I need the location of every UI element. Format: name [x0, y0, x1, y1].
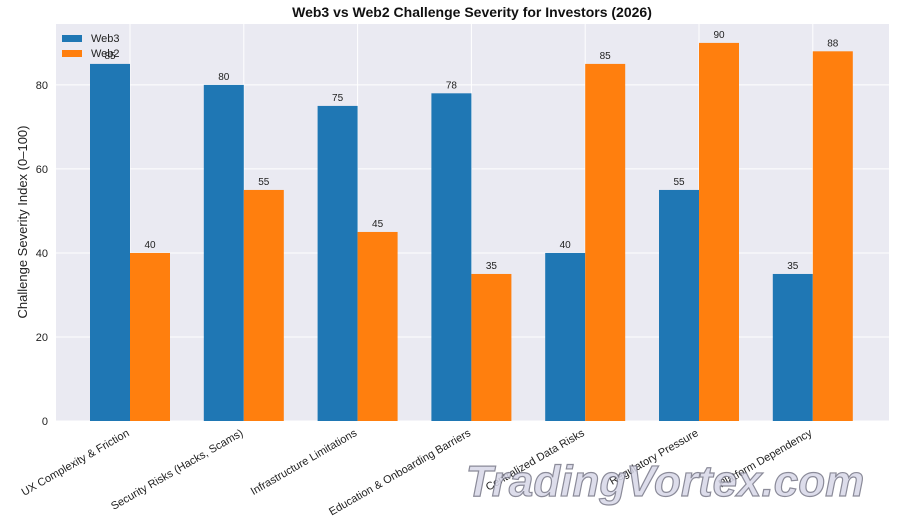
legend-swatch-web3	[62, 35, 82, 42]
bar-web3	[545, 252, 586, 421]
x-tick-label: UX Complexity & Friction	[20, 427, 132, 499]
bar-web3	[317, 105, 358, 422]
data-label: 45	[372, 219, 384, 230]
data-label: 88	[827, 38, 839, 49]
x-tick-label: Security Risks (Hacks, Scams)	[109, 427, 245, 513]
bar-web3	[659, 189, 699, 421]
bar-web2	[243, 189, 284, 421]
data-label: 78	[446, 80, 458, 91]
y-tick-label: 20	[36, 332, 48, 344]
data-label: 85	[600, 51, 612, 62]
data-label: 55	[673, 177, 685, 188]
data-label: 35	[787, 261, 799, 272]
y-tick-label: 60	[36, 164, 48, 176]
data-label: 80	[218, 72, 230, 83]
legend-label: Web2	[91, 48, 120, 60]
legend: Web3 Web2	[62, 33, 120, 60]
data-label: 55	[258, 177, 270, 188]
bars	[90, 42, 853, 422]
chart-title: Web3 vs Web2 Challenge Severity for Inve…	[292, 4, 652, 20]
data-label: 40	[144, 240, 156, 251]
data-label: 90	[713, 30, 725, 41]
bar-web3	[772, 273, 813, 421]
data-label: 85	[104, 51, 116, 62]
bar-web2	[812, 51, 853, 421]
bar-web2	[699, 42, 739, 422]
bar-web3	[431, 93, 472, 422]
data-labels: 85 80 75 78 40 55 35 40 55 45 35 85 90 88	[104, 30, 838, 272]
bar-web3	[90, 63, 130, 421]
y-tick-label: 80	[36, 80, 48, 92]
data-label: 35	[486, 261, 498, 272]
data-label: 40	[560, 240, 572, 251]
bar-web3	[203, 84, 244, 421]
y-tick-label: 40	[36, 248, 48, 260]
watermark: TradingVortex.com	[466, 457, 865, 506]
bar-web2	[357, 231, 398, 421]
x-tick-label: Infrastructure Limitations	[249, 427, 360, 498]
bar-web2	[471, 273, 512, 421]
bar-web2	[585, 63, 626, 421]
legend-swatch-web2	[62, 50, 82, 57]
data-label: 75	[332, 93, 344, 104]
y-tick-label: 0	[42, 416, 48, 428]
y-axis-ticks: 0 20 40 60 80	[36, 80, 48, 428]
legend-label: Web3	[91, 33, 120, 45]
y-axis-label: Challenge Severity Index (0–100)	[15, 126, 30, 319]
bar-web2	[130, 252, 170, 421]
